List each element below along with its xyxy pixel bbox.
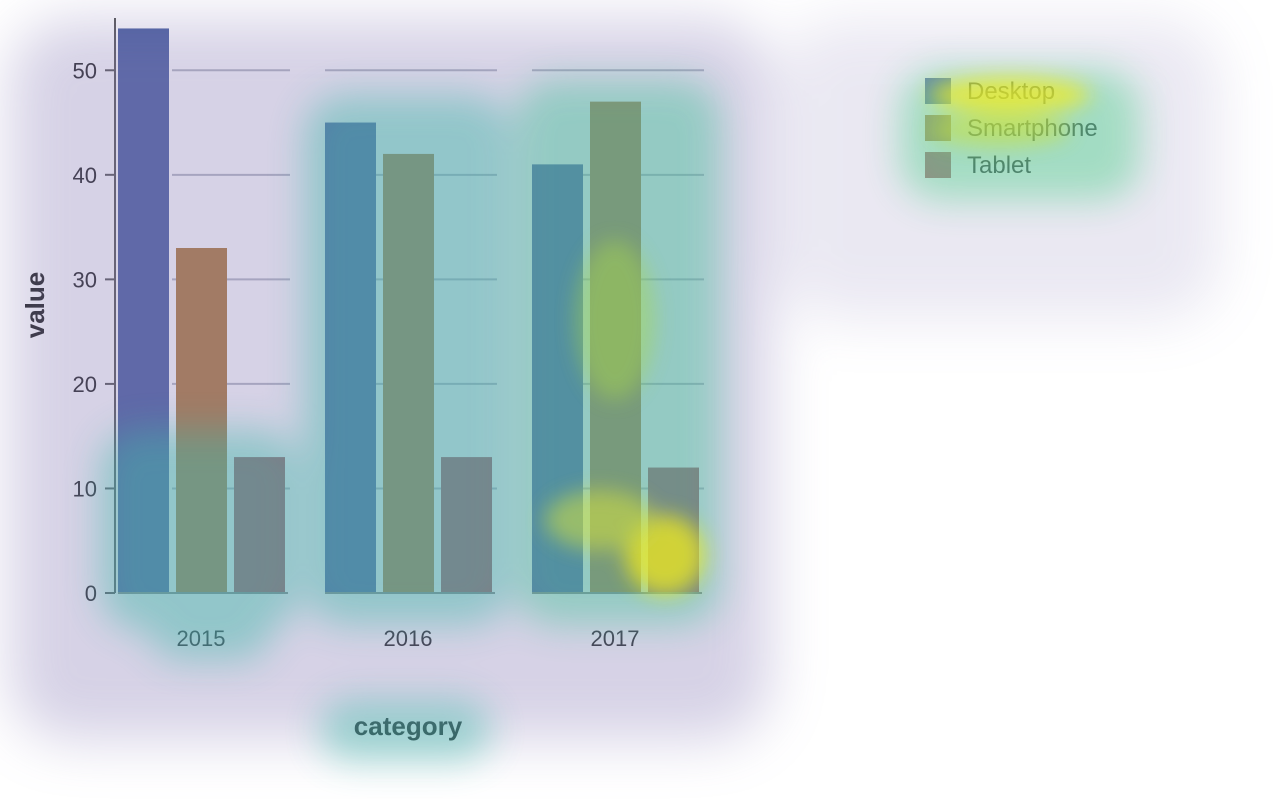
bars <box>118 28 699 594</box>
y-tick-label: 30 <box>73 267 97 292</box>
legend-swatch-smartphone <box>925 115 951 141</box>
y-axis-title: value <box>20 272 50 339</box>
y-tick-label: 40 <box>73 163 97 188</box>
bar-tablet-2017 <box>648 467 699 593</box>
bar-smartphone-2015 <box>176 248 227 593</box>
y-tick-label: 20 <box>73 372 97 397</box>
legend-label-tablet: Tablet <box>967 152 1031 179</box>
bar-desktop-2017 <box>532 164 583 593</box>
x-tick-label: 2017 <box>591 626 640 651</box>
bar-tablet-2015 <box>234 457 285 593</box>
legend-label-smartphone: Smartphone <box>967 115 1098 142</box>
y-tick-label: 50 <box>73 58 97 83</box>
bar-smartphone-2017 <box>590 101 641 594</box>
legend-swatch-desktop <box>925 78 951 104</box>
bar-tablet-2016 <box>441 457 492 593</box>
bar-desktop-2016 <box>325 122 376 593</box>
legend: Desktop Smartphone Tablet <box>925 78 1098 179</box>
y-tick-label: 10 <box>73 476 97 501</box>
bar-smartphone-2016 <box>383 153 434 593</box>
legend-label-desktop: Desktop <box>967 78 1055 105</box>
bar-desktop-2015 <box>118 28 169 594</box>
legend-swatch-tablet <box>925 152 951 178</box>
x-axis-title: category <box>354 711 463 741</box>
x-tick-label: 2015 <box>177 626 226 651</box>
y-tick-label: 0 <box>85 581 97 606</box>
x-tick-label: 2016 <box>384 626 433 651</box>
